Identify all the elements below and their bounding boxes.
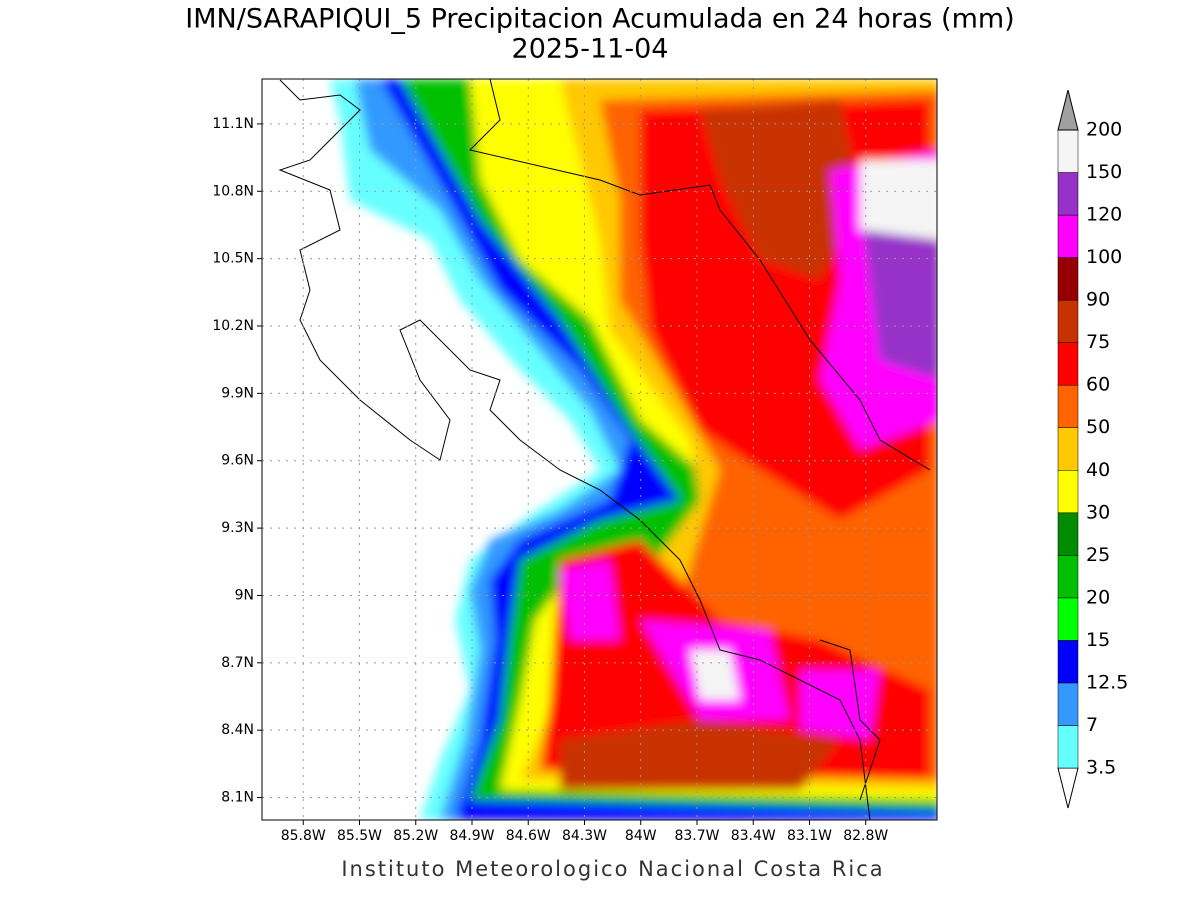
lat-tick-label: 10.2N	[212, 318, 254, 334]
colorbar-segment	[1057, 214, 1079, 258]
lon-tick-label: 83.7W	[674, 828, 719, 844]
colorbar-over	[1057, 89, 1079, 131]
colorbar-label: 120	[1086, 204, 1122, 226]
lon-tick-label: 83.4W	[731, 828, 776, 844]
lat-tick-label: 8.1N	[221, 790, 254, 806]
colorbar-label: 100	[1086, 246, 1122, 268]
colorbar-label: 15	[1086, 629, 1110, 651]
footer: Instituto Meteorologico Nacional Costa R…	[341, 857, 884, 881]
lat-tick-label: 11.1N	[212, 116, 254, 132]
colorbar-label: 150	[1086, 161, 1122, 183]
lat-tick-label: 10.5N	[212, 251, 254, 267]
colorbar-segment	[1057, 129, 1079, 173]
lon-tick-label: 85.8W	[281, 828, 326, 844]
lat-tick-label: 9.6N	[221, 453, 254, 469]
colorbar-label: 200	[1086, 119, 1122, 141]
lon-tick-label: 83.1W	[787, 828, 832, 844]
colorbar-label: 40	[1086, 459, 1110, 481]
colorbar-segment	[1057, 725, 1079, 769]
colorbar-segment	[1057, 172, 1079, 216]
lat-tick-label: 10.8N	[212, 183, 254, 199]
lat-tick-label: 9.3N	[221, 520, 254, 536]
colorbar-under	[1057, 767, 1079, 809]
lon-tick-label: 84.6W	[506, 828, 551, 844]
lon-tick-label: 84W	[625, 828, 657, 844]
colorbar-label: 3.5	[1086, 757, 1116, 779]
lon-tick-label: 84.3W	[562, 828, 607, 844]
colorbar-label: 60	[1086, 374, 1110, 396]
colorbar-segment	[1057, 470, 1079, 514]
colorbar-label: 25	[1086, 544, 1110, 566]
colorbar-label: 50	[1086, 416, 1110, 438]
date: 2025-11-04	[512, 34, 669, 65]
lon-tick-label: 85.2W	[393, 828, 438, 844]
precip-field	[262, 79, 937, 820]
colorbar-label: 30	[1086, 501, 1110, 523]
colorbar-segment	[1057, 555, 1079, 599]
colorbar-segment	[1057, 640, 1079, 684]
colorbar-segment	[1057, 512, 1079, 556]
colorbar-label: 7	[1086, 714, 1098, 736]
colorbar-segment	[1057, 257, 1079, 301]
lat-tick-label: 8.7N	[221, 655, 254, 671]
lat-tick-label: 9N	[235, 587, 254, 603]
colorbar-segment	[1057, 597, 1079, 641]
colorbar-segment	[1057, 427, 1079, 471]
plot-frame	[261, 78, 938, 821]
lon-tick-label: 84.9W	[449, 828, 494, 844]
lat-tick-label: 8.4N	[221, 722, 254, 738]
colorbar-label: 75	[1086, 331, 1110, 353]
colorbar-label: 90	[1086, 289, 1110, 311]
title: IMN/SARAPIQUI_5 Precipitacion Acumulada …	[185, 4, 1014, 35]
lon-tick-label: 82.8W	[843, 828, 888, 844]
colorbar-segment	[1057, 342, 1079, 386]
lat-tick-label: 9.9N	[221, 385, 254, 401]
colorbar-segment	[1057, 299, 1079, 343]
colorbar-label: 20	[1086, 586, 1110, 608]
colorbar-segment	[1057, 682, 1079, 726]
colorbar-segment	[1057, 384, 1079, 428]
lon-tick-label: 85.5W	[337, 828, 382, 844]
colorbar-label: 12.5	[1086, 671, 1128, 693]
